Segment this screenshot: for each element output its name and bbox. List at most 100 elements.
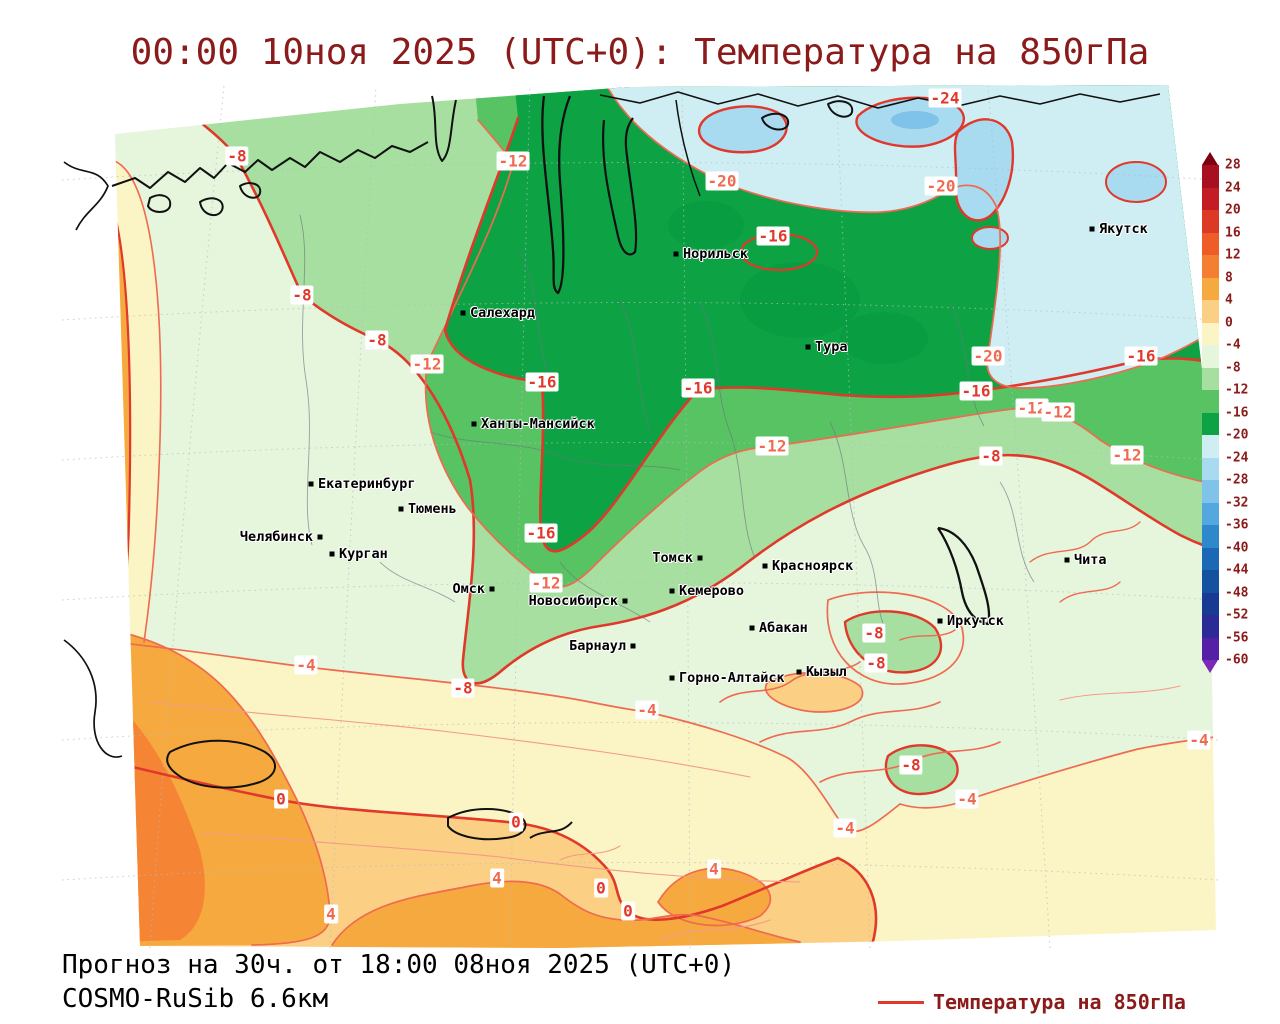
colorbar-tick-label: 28 [1225, 157, 1241, 173]
city-label: Норильск [683, 246, 749, 262]
contour-label: -20 [705, 171, 739, 191]
colorbar-tick-label: 0 [1225, 315, 1233, 330]
colorbar-tick-label: 24 [1225, 180, 1241, 195]
colorbar-tick-label: -4 [1225, 337, 1241, 353]
colorbar-segment [1202, 367, 1219, 390]
contour-label: -12 [1110, 445, 1144, 465]
contour-label: -12 [529, 573, 563, 593]
admin-borders [299, 214, 1035, 627]
contour-label: 0 [621, 901, 635, 921]
city-marker [749, 625, 755, 631]
colorbar-segments [1202, 165, 1272, 660]
city-label: Барнаул [569, 638, 626, 654]
colorbar-tick-label: -12 [1225, 382, 1249, 398]
contour-label: -8 [862, 623, 886, 643]
colorbar-segment [1202, 637, 1219, 660]
contour-label: -16 [1124, 346, 1158, 366]
contour-label: -4 [635, 700, 659, 720]
colorbar-segment [1202, 547, 1219, 570]
contour-label: -8 [979, 446, 1003, 466]
contour-label: -16 [524, 523, 558, 543]
colorbar-segment [1202, 390, 1219, 413]
colorbar-tick-label: -48 [1225, 585, 1249, 600]
colorbar-tick-label: -60 [1225, 652, 1249, 668]
colorbar-segment [1202, 435, 1219, 458]
city-marker [937, 618, 943, 624]
colorbar-segment [1202, 210, 1219, 233]
city-marker [796, 669, 802, 675]
contour-label: 0 [594, 878, 608, 898]
city-label: Якутск [1099, 221, 1148, 237]
graticule [61, 85, 1219, 949]
model-info: COSMO-RuSib 6.6км [62, 984, 329, 1014]
colorbar-tick-label: -20 [1225, 427, 1249, 443]
city-marker [622, 598, 628, 604]
city-marker [1064, 557, 1070, 563]
colorbar-segment [1202, 525, 1219, 548]
contour-label: -4 [955, 789, 979, 809]
colorbar-segment [1202, 322, 1219, 345]
contour-label: -8 [225, 146, 249, 166]
contour-label: -16 [681, 378, 715, 398]
contour-label: 4 [324, 904, 338, 924]
colorbar-tick-label: -44 [1225, 562, 1249, 578]
city-marker [398, 506, 404, 512]
contour-label: -20 [971, 346, 1005, 366]
temperature-contour-line-sample [878, 1000, 924, 1004]
city-label: Чита [1074, 552, 1107, 568]
city-marker [762, 563, 768, 569]
colorbar-segment [1202, 457, 1219, 480]
city-marker [669, 675, 675, 681]
colorbar-tick-label: 20 [1225, 202, 1241, 218]
city-label: Курган [339, 546, 388, 562]
contour-label: 4 [490, 868, 504, 888]
colorbar-tick-label: -32 [1225, 495, 1249, 510]
contour-label: -16 [959, 381, 993, 401]
city-label: Ханты-Мансийск [481, 416, 595, 432]
page-title: 00:00 10ноя 2025 (UTC+0): Температура на… [130, 32, 1150, 73]
colorbar-tick-label: 4 [1225, 292, 1233, 308]
colorbar-segment [1202, 277, 1219, 300]
colorbar-tick-label: -24 [1225, 450, 1249, 465]
city-marker [630, 643, 636, 649]
city-label: Кемерово [679, 583, 745, 599]
city-label: Красноярск [772, 558, 854, 574]
colorbar-tick-label: -8 [1225, 360, 1241, 375]
contour-label: 0 [274, 789, 288, 809]
colorbar-arrow-down-icon [1202, 660, 1218, 673]
colorbar-segment [1202, 502, 1219, 525]
city-marker [697, 555, 703, 561]
city-label: Горно-Алтайск [679, 670, 785, 686]
contour-label: -12 [755, 436, 789, 456]
colorbar-tick-label: -40 [1225, 540, 1249, 555]
colorbar-tick-label: -56 [1225, 630, 1249, 645]
contour-label: -12 [496, 151, 530, 171]
city-marker [308, 481, 314, 487]
colorbar-segment [1202, 592, 1219, 615]
colorbar-segment [1202, 255, 1219, 278]
city-marker [460, 310, 466, 316]
colorbar-tick-label: -36 [1225, 517, 1249, 533]
city-marker [1089, 226, 1095, 232]
coastlines [63, 91, 1161, 841]
colorbar-tick-label: 12 [1225, 247, 1241, 263]
colorbar-segment [1202, 300, 1219, 323]
city-label: Омск [452, 581, 485, 597]
colorbar-segment [1202, 570, 1219, 593]
city-label: Салехард [470, 305, 536, 321]
colorbar-segment [1202, 615, 1219, 638]
city-label: Иркутск [947, 613, 1004, 629]
city-label: Челябинск [239, 529, 313, 545]
contour-label: -4 [294, 655, 318, 675]
colorbar-tick-label: -28 [1225, 472, 1249, 488]
city-label: Тюмень [408, 501, 457, 517]
colorbar-segment [1202, 412, 1219, 435]
colorbar-segment [1202, 187, 1219, 210]
city-label: Томск [652, 550, 693, 566]
city-marker [489, 586, 495, 592]
contour-label: -4 [1187, 730, 1211, 750]
contour-label: -20 [924, 176, 958, 196]
